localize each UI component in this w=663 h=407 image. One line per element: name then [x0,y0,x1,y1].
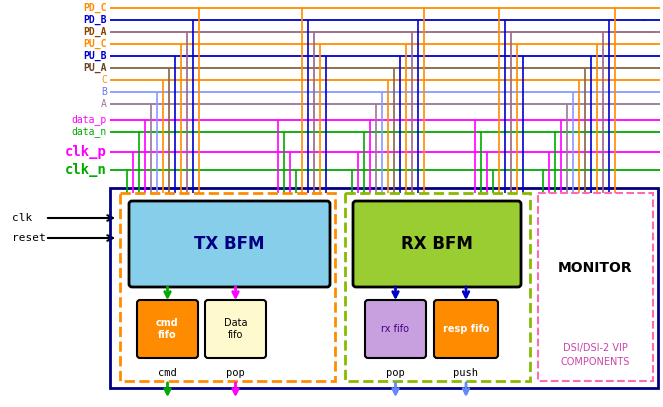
Text: Data
fifo: Data fifo [223,318,247,340]
Text: clk: clk [12,213,32,223]
Text: C: C [101,75,107,85]
Text: reset: reset [12,233,46,243]
FancyBboxPatch shape [365,300,426,358]
Bar [120,193,335,381]
Text: TX BFM: TX BFM [194,235,265,253]
Text: cmd: cmd [158,368,177,378]
FancyBboxPatch shape [129,201,330,287]
Text: resp fifo: resp fifo [443,324,489,334]
Text: pop: pop [386,368,405,378]
Text: clk_p: clk_p [65,145,107,159]
Text: DSI/DSI-2 VIP
COMPONENTS: DSI/DSI-2 VIP COMPONENTS [560,344,630,367]
Bar [538,193,653,381]
Text: clk_n: clk_n [65,163,107,177]
Text: MONITOR: MONITOR [558,261,633,275]
Text: rx fifo: rx fifo [381,324,410,334]
Text: PU_C: PU_C [84,39,107,49]
Text: A: A [101,99,107,109]
Text: PD_A: PD_A [84,27,107,37]
Bar [345,193,530,381]
Text: data_p: data_p [72,114,107,125]
Text: PD_C: PD_C [84,3,107,13]
Text: data_n: data_n [72,127,107,138]
Text: B: B [101,87,107,97]
Text: PD_B: PD_B [84,15,107,25]
FancyBboxPatch shape [205,300,266,358]
Text: PU_B: PU_B [84,51,107,61]
FancyBboxPatch shape [434,300,498,358]
FancyBboxPatch shape [137,300,198,358]
Bar [110,188,658,388]
Text: cmd
fifo: cmd fifo [156,318,179,340]
FancyBboxPatch shape [353,201,521,287]
Text: PU_A: PU_A [84,63,107,73]
Text: pop: pop [226,368,245,378]
Text: RX BFM: RX BFM [401,235,473,253]
Text: push: push [453,368,479,378]
